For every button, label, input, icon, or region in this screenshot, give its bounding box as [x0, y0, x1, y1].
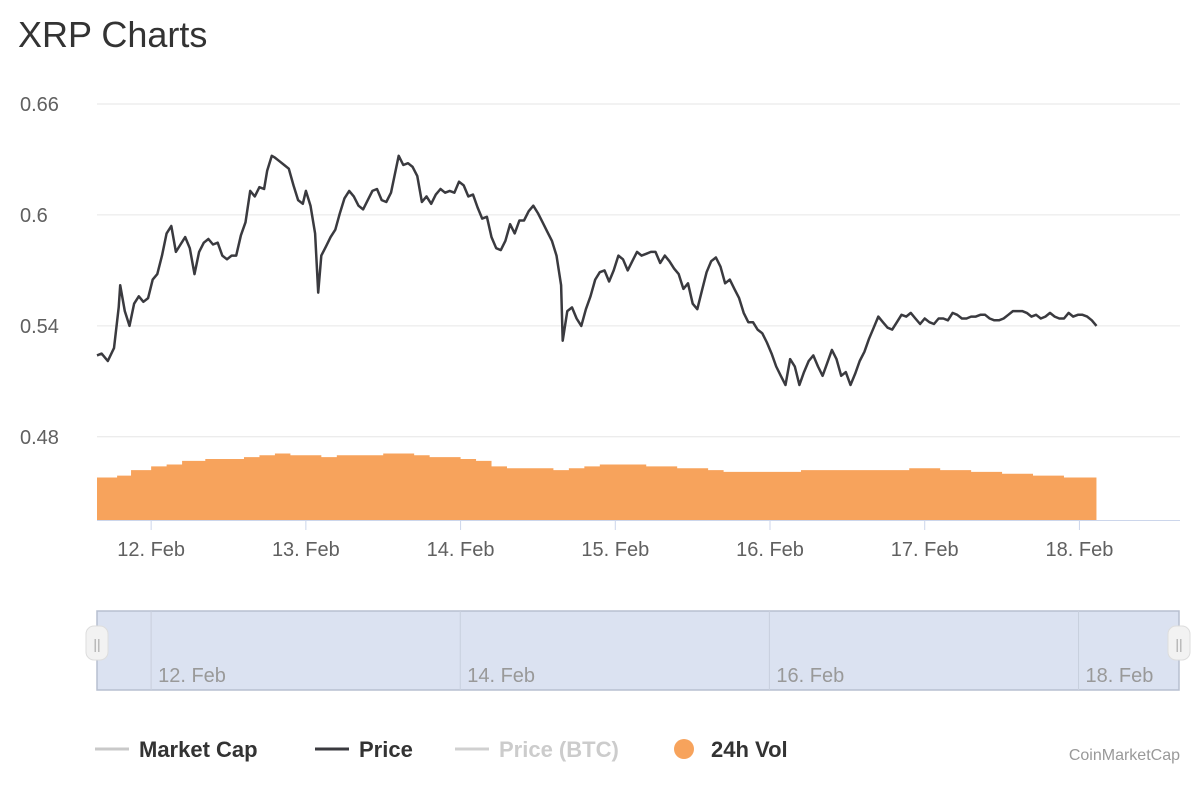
- navigator-label: 18. Feb: [1086, 665, 1154, 687]
- legend-item-price[interactable]: Price: [315, 737, 413, 762]
- page-title: XRP Charts: [18, 14, 208, 55]
- legend-label: 24h Vol: [711, 737, 788, 762]
- price-line[interactable]: [96, 154, 1098, 387]
- y-tick-label: 0.66: [20, 94, 59, 116]
- x-tick-label: 12. Feb: [117, 539, 185, 561]
- legend-label: Market Cap: [139, 737, 258, 762]
- y-tick-label: 0.54: [20, 316, 59, 338]
- navigator-right-handle[interactable]: ||: [1167, 625, 1191, 661]
- grid-lines: [97, 103, 1180, 438]
- navigator-label: 16. Feb: [776, 665, 844, 687]
- handle-body[interactable]: [1167, 625, 1191, 661]
- navigator-window[interactable]: [96, 610, 1180, 691]
- price-series[interactable]: [96, 154, 1098, 387]
- navigator-label: 12. Feb: [158, 665, 226, 687]
- x-tick-label: 18. Feb: [1046, 539, 1114, 561]
- legend-label: Price: [359, 737, 413, 762]
- y-axis-labels: 0.66 0.6 0.54 0.48: [20, 94, 59, 449]
- y-tick-label: 0.6: [20, 205, 48, 227]
- x-axis: 12. Feb 13. Feb 14. Feb 15. Feb 16. Feb 17. F…: [97, 520, 1180, 561]
- y-tick-label: 0.48: [20, 427, 59, 449]
- x-tick-label: 13. Feb: [272, 539, 340, 561]
- credit-label[interactable]: CoinMarketCap: [1069, 747, 1180, 764]
- grip-icon: ||: [93, 636, 100, 652]
- legend-item-market-cap[interactable]: Market Cap: [95, 737, 258, 762]
- x-tick-label: 16. Feb: [736, 539, 804, 561]
- handle-body[interactable]: [85, 625, 109, 661]
- navigator[interactable]: 12. Feb 14. Feb 16. Feb 18. Feb || ||: [85, 610, 1191, 691]
- navigator-left-handle[interactable]: ||: [85, 625, 109, 661]
- legend-circle-symbol: [674, 739, 694, 759]
- volume-area[interactable]: [97, 453, 1097, 520]
- legend: Market Cap Price Price (BTC) 24h Vol: [95, 737, 788, 762]
- x-tick-label: 15. Feb: [581, 539, 649, 561]
- x-tick-label: 14. Feb: [427, 539, 495, 561]
- legend-label: Price (BTC): [499, 737, 619, 762]
- legend-item-price-btc[interactable]: Price (BTC): [455, 737, 619, 762]
- volume-series: [97, 453, 1097, 520]
- legend-item-24h-vol[interactable]: 24h Vol: [674, 737, 788, 762]
- navigator-label: 14. Feb: [467, 665, 535, 687]
- grip-icon: ||: [1175, 636, 1182, 652]
- x-tick-label: 17. Feb: [891, 539, 959, 561]
